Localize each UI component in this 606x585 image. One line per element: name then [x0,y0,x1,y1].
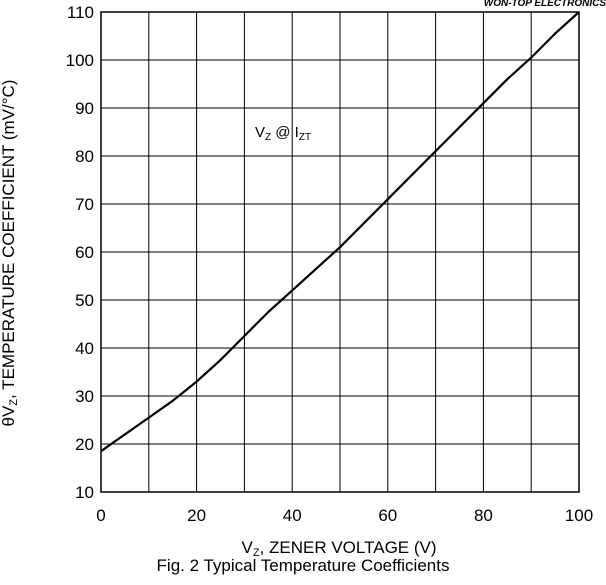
y-tick-label: 50 [75,291,94,310]
y-tick-label: 20 [75,435,94,454]
y-tick-label: 30 [75,387,94,406]
annotation-mid: @ I [271,124,299,141]
brand-fragment: WON-TOP ELECTRONICS [484,0,606,9]
x-tick-label: 80 [474,506,493,525]
y-axis-title-sub: Z [8,399,20,406]
y-tick-label: 100 [66,51,94,70]
y-tick-label: 40 [75,339,94,358]
x-tick-labels: 0 20 40 60 80 100 [96,506,593,525]
x-tick-label: 60 [378,506,397,525]
y-tick-label: 60 [75,243,94,262]
x-axis-title: VZ, ZENER VOLTAGE (V) [241,538,436,559]
x-tick-label: 20 [187,506,206,525]
curve-group [100,11,580,453]
y-tick-labels: 10 20 30 40 50 60 70 80 90 100 110 [66,3,94,502]
y-tick-label: 10 [75,483,94,502]
x-axis-title-sub: Z [253,547,260,559]
annotation-v: V [255,124,265,141]
annotation-i-sub: ZT [299,132,311,143]
x-tick-label: 0 [96,506,105,525]
plot-frame [100,11,580,493]
y-axis-title-pre: θV [0,405,18,426]
x-tick-label: 40 [283,506,302,525]
y-axis-title: θVZ, TEMPERATURE COEFFICIENT (mV/°C) [0,80,20,427]
y-tick-label: 70 [75,195,94,214]
figure-caption: Fig. 2 Typical Temperature Coefficients [156,556,450,575]
y-tick-label: 110 [67,3,94,22]
y-axis-title-rest: , TEMPERATURE COEFFICIENT (mV/°C) [0,80,18,399]
annotation-v-sub: Z [265,132,271,143]
y-tick-label: 80 [75,147,94,166]
x-axis-title-rest: , ZENER VOLTAGE (V) [260,538,437,557]
x-axis-title-main: V [241,538,253,557]
plot-border [100,11,580,493]
annotation: VZ @ IZT [255,124,311,143]
grid [101,12,579,492]
temperature-coefficient-line [100,11,580,453]
x-tick-label: 100 [565,506,593,525]
y-tick-label: 90 [75,99,94,118]
